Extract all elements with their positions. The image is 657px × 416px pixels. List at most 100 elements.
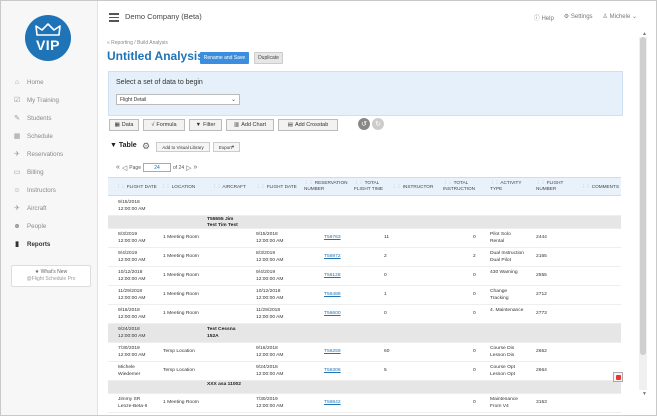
reservation-link[interactable]: T56259 (324, 349, 341, 354)
drag-handle-icon[interactable]: ⋮⋮ (536, 180, 547, 185)
column-header[interactable]: ⋮⋮ TOTAL FLIGHT TIME (354, 180, 383, 191)
reservation-link[interactable]: T56128 (324, 273, 341, 278)
table-section-title: ▼ Table (110, 142, 137, 149)
column-header[interactable]: ⋮⋮ FLIGHT DATE (256, 184, 297, 189)
column-header[interactable]: ⋮⋮ RESERVATION NUMBER (304, 180, 348, 191)
cell-flight-number: 2652 (536, 349, 547, 354)
formula-button[interactable]: √ Formula (143, 119, 185, 131)
column-header[interactable]: ⋮⋮ ACTIVITY TYPE (490, 180, 522, 191)
data-button[interactable]: ▦ Data (109, 119, 139, 131)
prev-page-icon[interactable]: ◁ (121, 164, 128, 172)
drag-handle-icon[interactable]: ⋮⋮ (490, 180, 501, 185)
redo-icon[interactable]: ↻ (372, 118, 384, 130)
filter-button[interactable]: ▼ Filter (189, 119, 222, 131)
scrollbar[interactable] (639, 37, 647, 390)
sidebar-item-students[interactable]: ✎ Students (1, 109, 98, 127)
record-icon[interactable] (613, 372, 623, 382)
next-page-icon[interactable]: ▷ (186, 164, 192, 172)
table-row[interactable]: 9/16/2018 12:00:00 AM 1 Meeting Room 11/29/… (108, 305, 621, 324)
drag-handle-icon[interactable]: ⋮⋮ (581, 184, 592, 189)
sidebar-item-reservations[interactable]: ✈ Reservations (1, 145, 98, 163)
column-header[interactable]: ⋮⋮ INSTRUCTOR (392, 184, 434, 189)
export-button[interactable]: Export ▾ (213, 142, 240, 152)
drag-handle-icon[interactable]: ⋮⋮ (304, 180, 315, 185)
scroll-down-icon[interactable]: ▼ (642, 391, 647, 397)
aircraft-icon: ✈ (14, 205, 20, 212)
table-row[interactable]: 8/3/2019 12:00:00 AM 1 Meeting Room 9/15/20… (108, 229, 621, 248)
cell-flight-time-2: 12:00:00 AM (256, 372, 284, 377)
drag-handle-icon[interactable]: ⋮⋮ (212, 184, 223, 189)
sidebar-item-instructors[interactable]: ☺ Instructors (1, 181, 98, 199)
sidebar-item-reports[interactable]: ▮ Reports (1, 235, 98, 253)
scroll-up-icon[interactable]: ▲ (642, 31, 647, 37)
whats-new-box[interactable]: ★ What's New @Flight Schedule Pro (11, 265, 91, 287)
drag-handle-icon[interactable]: ⋮⋮ (443, 180, 454, 185)
reservation-link[interactable]: T56600 (324, 311, 341, 316)
column-header[interactable]: ⋮⋮ AIRCRAFT (212, 184, 246, 189)
cell-total-instruction: 0 (473, 368, 476, 373)
reservation-link[interactable]: T56488 (324, 292, 341, 297)
reservation-link[interactable]: T56306 (324, 368, 341, 373)
cell-flight-date: 9/16/2018 (118, 308, 140, 313)
table-row[interactable]: 11/29/2018 12:00:00 AM 1 Meeting Room 10/12… (108, 286, 621, 305)
logo-text: VIP (35, 37, 61, 53)
cell-flight-number: 2664 (536, 368, 547, 373)
sidebar-item-my-training[interactable]: ☑ My Training (1, 91, 98, 109)
settings-link[interactable]: ⚙ Settings (563, 14, 593, 20)
add-to-library-button[interactable]: Add to Visual Library (156, 142, 210, 152)
group-row[interactable]: 9/24/2018 12:00:00 AM Test Cessna 152A (108, 324, 621, 343)
column-header[interactable]: ⋮⋮ TOTAL INSTRUCTION (443, 180, 476, 191)
reservation-link[interactable]: T56972 (324, 254, 341, 259)
table-row[interactable]: 9/15/2018 12:00:00 AM (108, 197, 621, 216)
reservation-link[interactable]: T56763 (324, 235, 341, 240)
column-header[interactable]: ⋮⋮ FLIGHT DATE (116, 184, 157, 189)
add-crosstab-button[interactable]: ▤ Add Crosstab (278, 119, 338, 131)
group-label-2: 152A (207, 334, 219, 339)
collapse-icon[interactable]: ▼ (110, 142, 117, 149)
table-row[interactable]: 7/30/2019 12:00:00 AM Temp Location 9/16/20… (108, 343, 621, 362)
sidebar-item-home[interactable]: ⌂ Home (1, 73, 98, 91)
table-row[interactable]: Michele Wiedemer Temp Location 9/24/2018 12:… (108, 362, 621, 381)
page-input[interactable]: 24 (142, 163, 171, 172)
sidebar-item-people[interactable]: ☻ People (1, 217, 98, 235)
dataset-prompt: Select a set of data to begin (116, 79, 203, 86)
table-settings-icon[interactable]: ⚙ (142, 141, 151, 151)
table-row[interactable]: 9/4/2019 12:00:00 AM 1 Meeting Room 8/3/201… (108, 248, 621, 267)
sidebar-item-aircraft[interactable]: ✈ Aircraft (1, 199, 98, 217)
reservation-link[interactable]: T56842 (324, 400, 341, 405)
add-chart-button[interactable]: ▥ Add Chart (226, 119, 274, 131)
vip-logo[interactable]: VIP (25, 15, 71, 61)
cell-total-flight-time: 60 (384, 349, 390, 354)
cell-flight-date-2: 9/4/2019 (256, 270, 276, 275)
last-page-icon[interactable]: » (193, 164, 198, 171)
sidebar-item-billing[interactable]: ▭ Billing (1, 163, 98, 181)
drag-handle-icon[interactable]: ⋮⋮ (354, 180, 365, 185)
cell-location: 1 Meeting Room (163, 254, 199, 259)
scrollbar-thumb[interactable] (640, 37, 646, 355)
column-header[interactable]: ⋮⋮ LOCATION (161, 184, 196, 189)
sidebar-item-schedule[interactable]: ▦ Schedule (1, 127, 98, 145)
group-row[interactable]: T55555 Jim Test Tim Test (108, 216, 621, 229)
sidebar-item-label: My Training (27, 96, 59, 104)
group-row[interactable]: XXX asa 11002 (108, 381, 621, 394)
table-header: ⋮⋮ FLIGHT DATE ⋮⋮ LOCATION ⋮⋮ AIRCRAFT ⋮⋮ F… (108, 177, 621, 196)
drag-handle-icon[interactable]: ⋮⋮ (392, 184, 403, 189)
rename-save-button[interactable]: Rename and Save (200, 52, 249, 64)
cell-flight-date: Jimmy SR (118, 397, 141, 402)
first-page-icon[interactable]: « (116, 164, 120, 171)
undo-icon[interactable]: ↺ (358, 118, 370, 130)
drag-handle-icon[interactable]: ⋮⋮ (161, 184, 172, 189)
column-header[interactable]: ⋮⋮ COMMENTS (581, 184, 620, 189)
table-row[interactable]: Jimmy SR Lenze-Beta-II 1 Meeting Room 7/30/… (108, 394, 621, 413)
user-menu[interactable]: ♙ Michele ⌄ (602, 14, 637, 20)
table-row[interactable]: 10/12/2018 12:00:00 AM 1 Meeting Room 9/4/2… (108, 267, 621, 286)
help-link[interactable]: ⓘ Help (533, 16, 554, 22)
cell-flight-time: 12:00:00 AM (118, 296, 146, 301)
breadcrumb-reporting[interactable]: « Reporting (107, 40, 133, 46)
drag-handle-icon[interactable]: ⋮⋮ (116, 184, 127, 189)
dataset-select[interactable]: Flight Detail ⌄ (116, 94, 240, 105)
duplicate-button[interactable]: Duplicate (254, 52, 283, 64)
column-header[interactable]: ⋮⋮ FLIGHT NUMBER (536, 180, 564, 191)
drag-handle-icon[interactable]: ⋮⋮ (256, 184, 267, 189)
menu-icon[interactable] (109, 13, 119, 22)
